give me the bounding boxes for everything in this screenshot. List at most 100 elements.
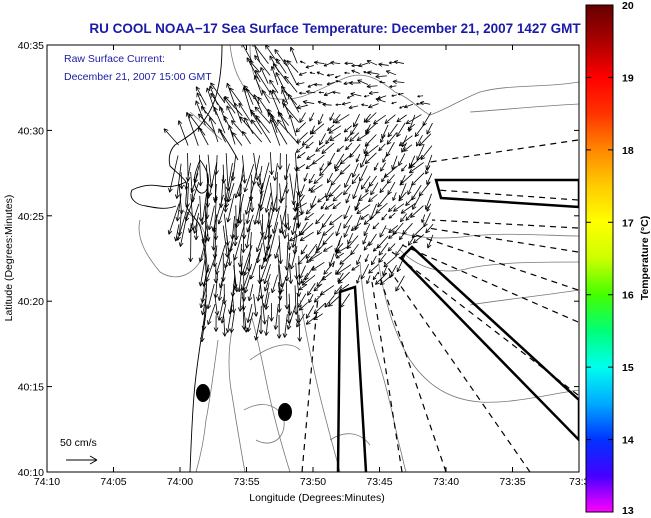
current-vector	[387, 243, 396, 252]
current-vector	[163, 128, 179, 146]
x-tick-label: 74:10	[34, 476, 60, 488]
colorbar-tick-label: 16	[622, 290, 634, 302]
current-vector	[261, 294, 267, 325]
current-vector	[277, 153, 283, 170]
current-vector	[254, 55, 271, 76]
current-vector	[392, 192, 397, 201]
current-vector	[410, 205, 424, 218]
current-vector	[378, 242, 389, 256]
current-vector	[253, 75, 263, 96]
current-vector	[291, 222, 298, 248]
current-vector	[313, 175, 324, 185]
current-vector	[323, 264, 332, 275]
current-vector	[174, 163, 182, 199]
current-vector	[400, 213, 408, 223]
current-vector	[337, 272, 344, 283]
current-vector	[309, 252, 323, 261]
current-vector	[256, 284, 261, 302]
current-vector	[302, 99, 315, 105]
current-vector	[357, 79, 369, 85]
current-vector	[218, 106, 227, 123]
current-vector	[334, 284, 343, 295]
current-vector	[389, 84, 397, 89]
x-tick-label: 74:00	[167, 476, 193, 488]
current-vector	[214, 294, 220, 316]
contour-line	[251, 317, 291, 472]
current-vector	[264, 192, 272, 213]
colorbar-tick-label: 13	[622, 505, 634, 517]
current-vector	[327, 172, 334, 184]
figure-title: RU COOL NOAA−17 Sea Surface Temperature:…	[89, 21, 581, 36]
current-timestamp: December 21, 2007 15:00 GMT	[64, 71, 212, 83]
current-vector	[226, 82, 235, 104]
current-vector	[296, 194, 305, 207]
current-vector	[368, 103, 379, 109]
x-tick-label: 73:50	[300, 476, 326, 488]
current-vector	[255, 115, 270, 134]
current-vector	[363, 142, 369, 155]
current-vector	[335, 103, 342, 107]
radar-beam	[301, 295, 319, 472]
current-vector	[367, 70, 379, 76]
current-vector	[358, 62, 369, 68]
current-vector	[308, 173, 315, 184]
current-vector	[237, 203, 243, 224]
current-vector	[298, 302, 308, 311]
current-vector	[375, 97, 386, 103]
current-vector	[396, 255, 405, 273]
current-vector	[344, 131, 354, 142]
current-vector	[339, 253, 352, 265]
current-vector	[350, 222, 362, 231]
current-vector	[334, 75, 341, 79]
current-vector	[405, 114, 422, 125]
current-vector	[366, 275, 371, 285]
current-vector	[317, 113, 324, 125]
current-vector	[322, 102, 332, 107]
current-vector	[246, 303, 253, 323]
y-axis-label: Latitude (Degrees:Minutes)	[3, 195, 15, 322]
current-vector	[251, 119, 263, 135]
current-vector	[332, 191, 343, 202]
current-vector	[363, 95, 370, 98]
current-vector	[321, 142, 335, 154]
current-vector	[382, 153, 388, 163]
current-vector	[313, 313, 323, 321]
current-vector	[294, 202, 307, 211]
radar-beam	[436, 189, 579, 201]
current-vector	[300, 244, 308, 255]
current-vector	[286, 60, 299, 73]
current-vector	[269, 79, 279, 94]
current-vector	[275, 58, 287, 74]
current-vector	[305, 305, 315, 319]
current-vector	[366, 84, 378, 89]
current-vector	[391, 101, 397, 105]
current-vector	[351, 264, 360, 271]
current-vector	[405, 195, 416, 207]
contour-line	[377, 257, 579, 403]
current-vector	[291, 173, 298, 206]
current-vector	[308, 184, 316, 192]
current-vector	[346, 95, 354, 99]
current-vector	[334, 162, 342, 172]
current-vector	[232, 132, 243, 146]
y-tick-label: 40:25	[18, 211, 44, 223]
current-vector	[335, 114, 350, 124]
x-tick-label: 73:55	[233, 476, 259, 488]
current-vector	[364, 152, 377, 165]
current-vector	[399, 173, 413, 186]
radar-beam	[331, 239, 341, 271]
current-vector	[392, 79, 405, 85]
current-vector	[262, 244, 271, 263]
current-vector	[311, 123, 325, 135]
current-vector	[263, 273, 271, 292]
current-vector	[299, 60, 306, 64]
current-vector	[188, 223, 193, 263]
sector-outlines	[336, 178, 579, 472]
sector-outline-east	[434, 178, 579, 209]
current-vector	[395, 244, 404, 257]
current-vector	[414, 123, 426, 138]
current-vector	[350, 92, 362, 97]
current-vector	[296, 104, 308, 110]
current-vector	[384, 114, 396, 124]
sector-outline-southeast	[399, 245, 579, 442]
